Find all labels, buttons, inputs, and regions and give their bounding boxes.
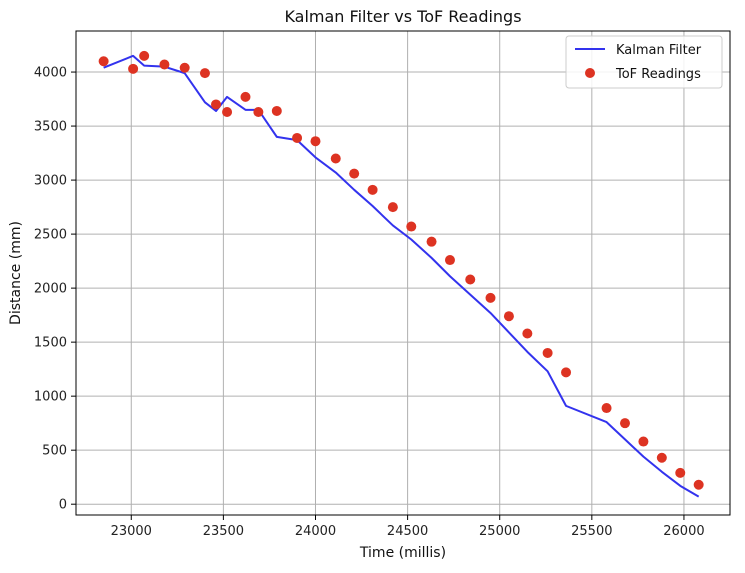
- legend-marker-swatch: [585, 68, 595, 78]
- x-axis-ticks: 23000 23500 24000 24500 25000 25500 26000: [111, 515, 705, 539]
- x-tick-label: 24000: [295, 524, 336, 539]
- tof-reading-point: [240, 91, 251, 102]
- y-axis-label: Distance (mm): [8, 221, 24, 325]
- tof-reading-point: [465, 274, 476, 285]
- tof-reading-point: [367, 184, 378, 195]
- tof-reading-point: [98, 56, 109, 67]
- tof-reading-point: [211, 99, 222, 110]
- tof-reading-point: [159, 59, 170, 70]
- tof-reading-point: [310, 136, 321, 147]
- y-axis-ticks: 0 500 1000 1500 2000 2500 3000 3500 4000: [34, 66, 76, 513]
- tof-reading-point: [444, 255, 455, 266]
- tof-reading-point: [330, 153, 341, 164]
- tof-reading-point: [426, 236, 437, 247]
- y-tick-label: 4000: [34, 66, 67, 81]
- plot-frame: [75, 30, 731, 516]
- x-tick-label: 26000: [663, 524, 704, 539]
- tof-reading-point: [638, 436, 649, 447]
- tof-reading-point: [522, 328, 533, 339]
- tof-reading-point: [349, 168, 360, 179]
- tof-reading-point: [485, 292, 496, 303]
- x-tick-label: 23500: [203, 524, 244, 539]
- legend-label-kalman: Kalman Filter: [616, 43, 702, 58]
- y-tick-label: 1000: [34, 390, 67, 405]
- y-tick-label: 0: [59, 498, 67, 513]
- series-layer: [98, 50, 704, 498]
- y-tick-label: 3500: [34, 120, 67, 135]
- grid: [76, 31, 730, 515]
- tof-reading-point: [619, 418, 630, 429]
- legend-label-tof: ToF Readings: [615, 67, 701, 82]
- y-tick-label: 2500: [34, 228, 67, 243]
- tof-reading-point: [693, 479, 704, 490]
- tof-reading-point: [387, 202, 398, 213]
- tof-reading-point: [675, 467, 686, 478]
- tof-reading-point: [601, 403, 612, 414]
- tof-reading-point: [542, 347, 553, 358]
- tof-reading-point: [406, 221, 417, 232]
- tof-reading-point: [222, 107, 233, 118]
- tof-reading-point: [139, 50, 150, 61]
- x-tick-label: 23000: [111, 524, 152, 539]
- y-tick-label: 3000: [34, 174, 67, 189]
- y-tick-label: 1500: [34, 336, 67, 351]
- x-axis-label: Time (millis): [359, 545, 446, 561]
- tof-reading-point: [292, 132, 303, 143]
- tof-reading-point: [503, 311, 514, 322]
- y-tick-label: 500: [42, 444, 67, 459]
- y-tick-label: 2000: [34, 282, 67, 297]
- tof-reading-point: [561, 367, 572, 378]
- tof-reading-point: [199, 68, 210, 79]
- chart-title: Kalman Filter vs ToF Readings: [284, 7, 521, 26]
- x-tick-label: 24500: [387, 524, 428, 539]
- tof-reading-point: [128, 63, 139, 74]
- x-tick-label: 25500: [571, 524, 612, 539]
- tof-reading-point: [253, 107, 264, 118]
- x-tick-label: 25000: [479, 524, 520, 539]
- tof-reading-point: [179, 62, 190, 73]
- legend: Kalman Filter ToF Readings: [565, 35, 723, 89]
- tof-reading-point: [271, 105, 282, 116]
- kalman-filter-line: [103, 54, 700, 498]
- tof-reading-point: [656, 452, 667, 463]
